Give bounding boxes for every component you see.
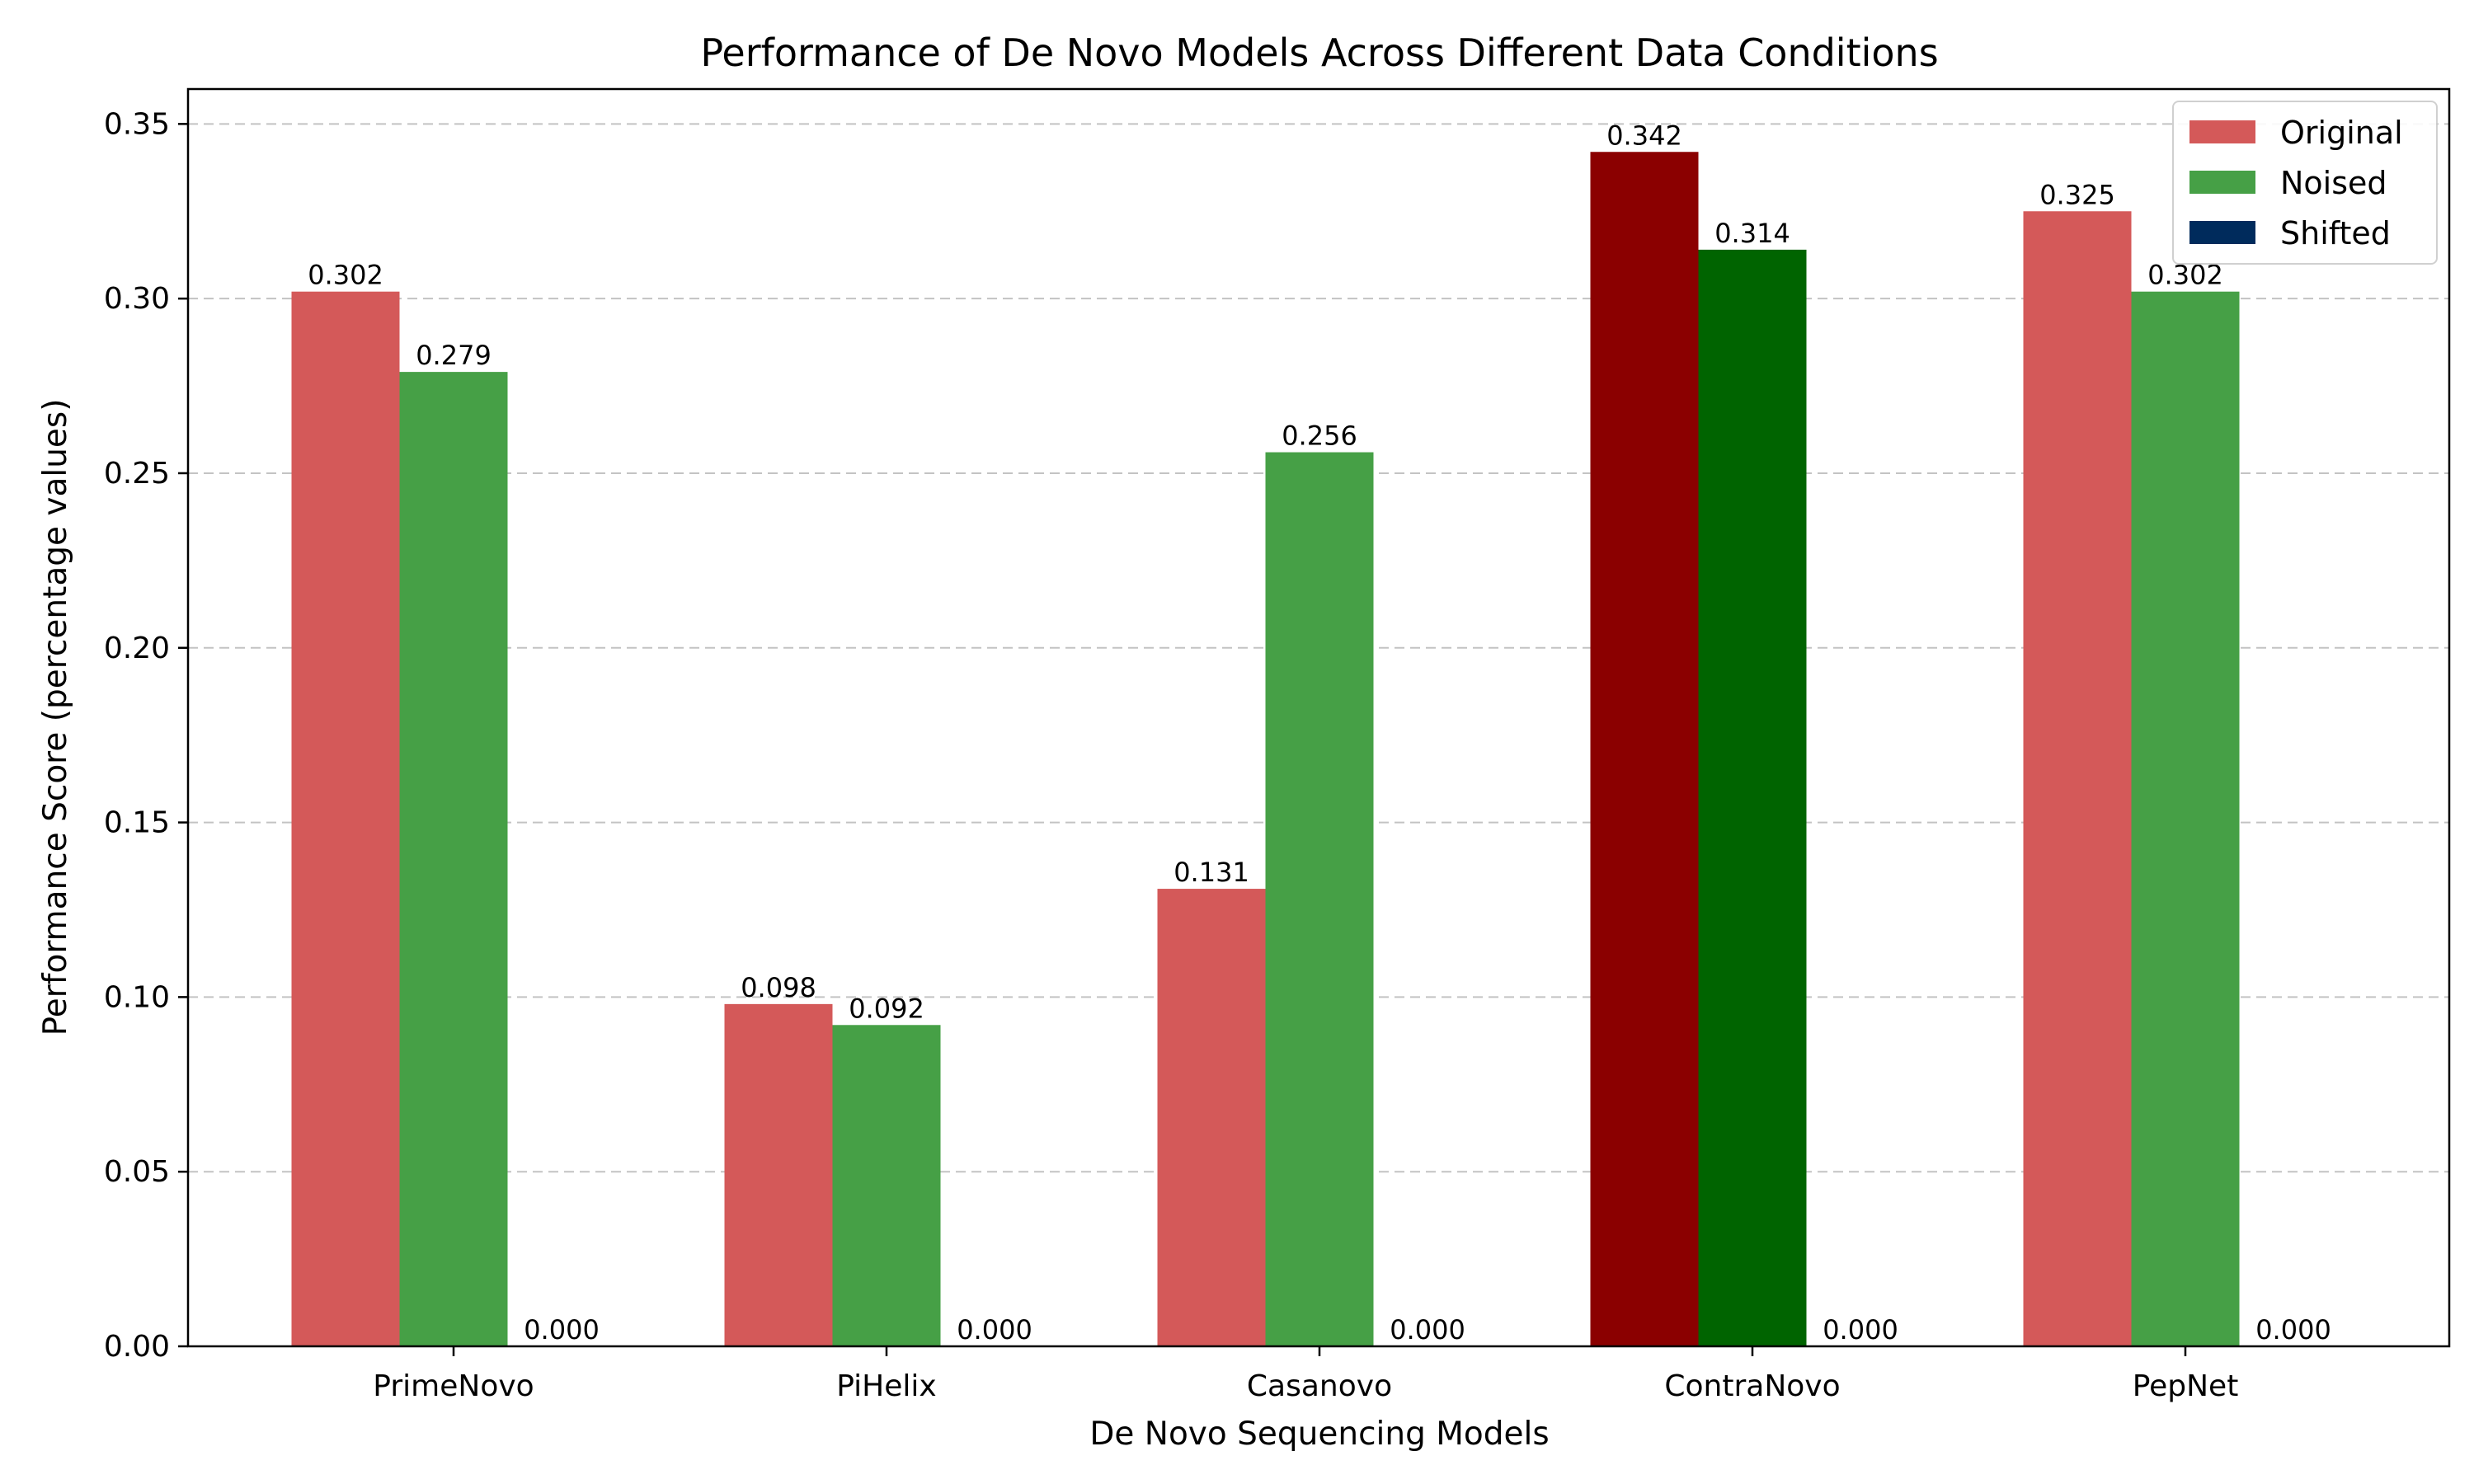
data-label: 0.000 [2255, 1314, 2331, 1345]
y-tick-label: 0.15 [104, 806, 170, 840]
x-tick-label: ContraNovo [1664, 1369, 1840, 1403]
axis-layer: 0.00 0.05 0.10 0.15 0.20 0.25 0.30 0.35 PrimeNov… [104, 87, 2451, 1403]
x-axis-label: De Novo Sequencing Models [1089, 1416, 1549, 1453]
data-label: 0.314 [1714, 218, 1790, 249]
data-label: 0.342 [1606, 120, 1682, 151]
data-label: 0.092 [849, 993, 924, 1024]
data-label: 0.279 [416, 340, 492, 371]
label-layer: 0.302 0.279 0.000 0.098 0.092 0.000 0.131 0.256… [308, 120, 2331, 1345]
data-label: 0.098 [741, 972, 816, 1003]
legend-swatch-noised [2189, 171, 2255, 194]
data-label: 0.302 [2147, 260, 2223, 291]
y-tick-label: 0.25 [104, 457, 170, 491]
x-tick-label: PrimeNovo [373, 1369, 534, 1403]
data-label: 0.302 [308, 260, 383, 291]
legend-label-shifted: Shifted [2280, 215, 2391, 251]
bar-noised-pepnet [2131, 291, 2240, 1346]
x-tick-label: PepNet [2133, 1369, 2239, 1403]
bar-original-contranovo [1590, 152, 1699, 1346]
y-tick-label: 0.30 [104, 282, 170, 316]
y-tick-label: 0.20 [104, 632, 170, 665]
bar-original-primenovo [291, 291, 400, 1346]
bar-original-pepnet [2023, 211, 2132, 1346]
bar-original-pihelix [724, 1003, 833, 1346]
legend-swatch-shifted [2189, 221, 2255, 244]
x-tick-label: PiHelix [836, 1369, 936, 1403]
legend: Original Noised Shifted [2172, 101, 2438, 265]
chart-title: Performance of De Novo Models Across Dif… [700, 31, 1938, 75]
x-tick-label: Casanovo [1247, 1369, 1392, 1403]
bar-layer [291, 152, 2240, 1347]
y-tick-label: 0.05 [104, 1155, 170, 1189]
legend-label-noised: Noised [2280, 165, 2387, 201]
data-label: 0.000 [1823, 1314, 1898, 1345]
data-label: 0.000 [524, 1314, 600, 1345]
data-label: 0.256 [1282, 420, 1357, 452]
bar-noised-pihelix [832, 1025, 941, 1346]
bar-original-casanovo [1157, 889, 1266, 1346]
y-tick-label: 0.35 [104, 107, 170, 141]
data-label: 0.000 [957, 1314, 1032, 1345]
bar-noised-contranovo [1698, 249, 1807, 1347]
data-label: 0.000 [1390, 1314, 1465, 1345]
y-tick-label: 0.00 [104, 1330, 170, 1364]
bar-noised-casanovo [1265, 452, 1374, 1346]
bar-noised-primenovo [399, 372, 508, 1346]
legend-label-original: Original [2280, 115, 2403, 151]
y-tick-label: 0.10 [104, 980, 170, 1014]
data-label: 0.325 [2039, 179, 2115, 210]
y-axis-label: Performance Score (percentage values) [37, 399, 74, 1036]
data-label: 0.131 [1174, 857, 1249, 888]
legend-swatch-original [2189, 120, 2255, 143]
